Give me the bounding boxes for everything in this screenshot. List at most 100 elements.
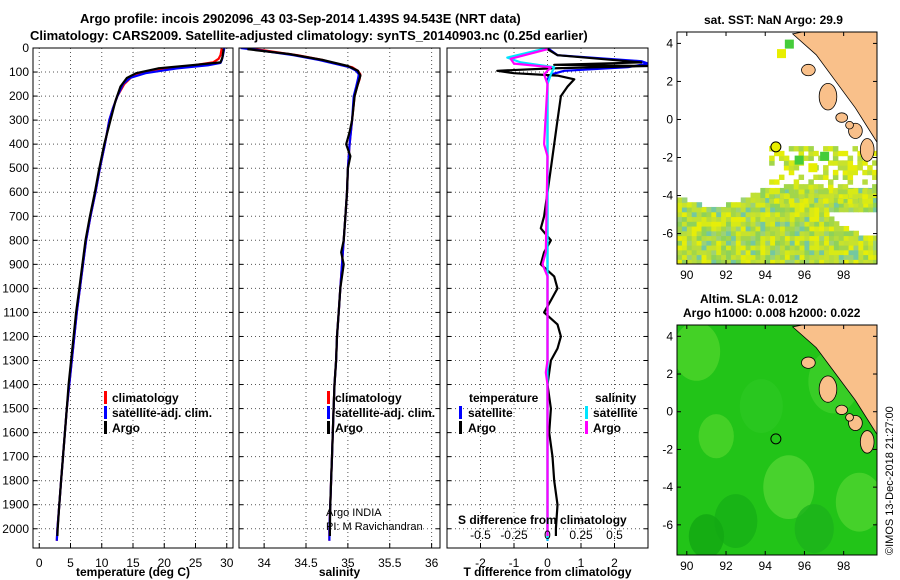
sst-cell: [832, 146, 839, 152]
sst-cell: [740, 244, 747, 251]
sst-cell: [858, 235, 864, 241]
x-tick-label: 92: [719, 559, 733, 573]
sst-cell: [824, 225, 830, 232]
sst-cell: [735, 254, 742, 260]
y-tick-label: 1700: [2, 450, 29, 464]
sst-cell: [857, 160, 863, 166]
x-tick-label: 90: [680, 268, 694, 282]
sst-cell: [755, 216, 761, 222]
sst-cell: [809, 240, 815, 246]
sst-cell: [858, 192, 864, 199]
sst-cell: [750, 211, 757, 218]
y-tick-label: -2: [662, 151, 673, 165]
sst-cell: [858, 249, 864, 256]
s-tick-label: -0.5: [470, 528, 491, 542]
sst-cell: [779, 206, 786, 213]
sst-cell: [769, 155, 775, 161]
sst-cell: [853, 249, 859, 256]
legend-s-satellite-swatch: [585, 406, 588, 419]
sst-cell: [740, 202, 747, 208]
sla-anomaly: [714, 494, 758, 549]
x-axis-label: T difference from climatology: [463, 565, 631, 579]
sst-cell: [788, 160, 795, 166]
sst-cell: [726, 254, 732, 260]
sst-cell: [808, 184, 814, 190]
sst-cell: [726, 244, 732, 251]
sst-cell: [778, 198, 785, 204]
sst-cell: [832, 155, 839, 161]
sst-cell: [765, 235, 771, 241]
sst-cell: [798, 193, 805, 199]
x-tick-label: 90: [680, 559, 694, 573]
sst-cell: [833, 206, 840, 213]
x-tick-label: 98: [837, 268, 851, 282]
y-tick-label: 700: [9, 209, 29, 223]
y-tick-label: -6: [662, 518, 673, 532]
sst-cell: [716, 230, 722, 237]
sst-cell: [735, 206, 742, 213]
sst-cell: [804, 254, 810, 260]
sst-cell: [760, 202, 766, 208]
sst-cell: [783, 184, 790, 190]
sst-cell: [777, 49, 786, 59]
sst-cell: [833, 244, 840, 251]
sst-cell: [818, 188, 824, 195]
sst-cell: [837, 188, 844, 195]
y-tick-label: -4: [662, 189, 673, 203]
sst-cell: [740, 216, 747, 222]
sst-cell: [779, 235, 786, 241]
sst-cell: [853, 230, 859, 237]
sst-cell: [804, 230, 810, 237]
sst-cell: [858, 206, 864, 213]
sst-cell: [833, 225, 840, 232]
s-tick-label: -0.25: [500, 528, 528, 542]
sst-cell: [696, 216, 703, 222]
sst-cell: [823, 165, 829, 171]
sst-cell: [775, 202, 781, 208]
sst-cell: [750, 202, 757, 208]
sst-cell: [873, 197, 877, 203]
sst-cell: [799, 216, 806, 222]
sst-cell: [765, 206, 771, 213]
sst-cell: [809, 230, 815, 237]
sst-cell: [755, 221, 761, 227]
map-content: [677, 32, 877, 264]
sst-cell: [789, 221, 796, 227]
sst-cell: [794, 225, 801, 232]
sst-cell: [681, 216, 688, 222]
plot-frame: [238, 47, 441, 549]
sst-cell: [784, 216, 791, 222]
legend-argo-label: Argo: [112, 421, 140, 435]
sst-cell: [809, 235, 815, 241]
sst-cell: [799, 225, 806, 232]
sst-cell: [701, 221, 708, 227]
sst-cell: [867, 165, 873, 171]
x-tick-label: 0: [544, 556, 551, 570]
sst-cell: [696, 240, 703, 246]
sst-cell: [804, 240, 810, 246]
sst-cell: [823, 174, 829, 180]
sst-cell: [711, 254, 717, 260]
sst-cell: [765, 244, 771, 251]
difference-panel: -2 -1 0 1 2T difference from climatology -0.5…: [446, 47, 649, 579]
sst-cell: [677, 235, 683, 241]
sst-cell: [716, 211, 722, 218]
sst-cell: [721, 235, 727, 241]
sst-cell: [814, 254, 820, 260]
sst-cell: [701, 225, 708, 232]
sst-cell: [784, 206, 791, 213]
sst-cell: [798, 188, 805, 195]
sst-cell: [872, 160, 877, 166]
sst-cell: [868, 235, 874, 241]
sst-cell: [775, 216, 781, 222]
sst-cell: [794, 197, 801, 203]
sst-cell: [847, 179, 854, 185]
sst-cell: [819, 259, 825, 264]
sst-cell: [824, 216, 830, 222]
sst-cell: [868, 202, 874, 208]
sst-cell: [730, 230, 737, 237]
sst-cell: [848, 249, 855, 256]
sst-cell: [686, 221, 693, 227]
x-tick-label: 30: [220, 556, 234, 570]
sst-cell: [799, 244, 806, 251]
